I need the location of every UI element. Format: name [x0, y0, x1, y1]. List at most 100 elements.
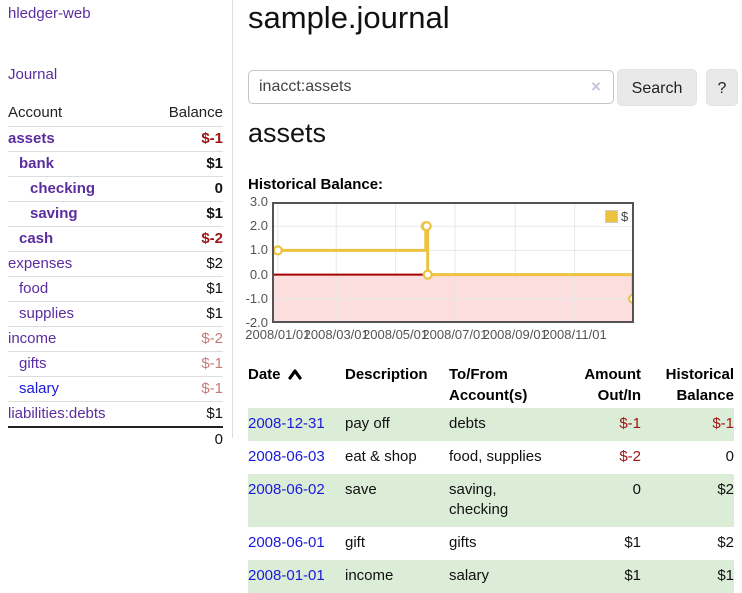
register-accounts: saving, checking [449, 474, 579, 527]
clear-search-icon[interactable]: × [591, 77, 601, 96]
sidebar-account-balance: $-1 [146, 376, 223, 402]
legend-swatch-icon [605, 210, 618, 223]
register-balance: $2 [717, 534, 734, 551]
historical-balance-chart: 3.0 2.0 1.0 0.0 -1.0 -2.0 $2008/01/01 2008/03/0… [242, 194, 646, 348]
sidebar-total-row: 0 [8, 426, 223, 452]
register-date-link[interactable]: 2008-06-01 [248, 534, 325, 551]
x-axis-tick-label: 2008/07/01 [422, 327, 488, 342]
register-date-link[interactable]: 2008-06-02 [248, 481, 325, 498]
register-balance: $2 [641, 474, 734, 527]
register-amount: $1 [624, 534, 641, 551]
account-heading: assets [248, 118, 327, 148]
brand-link[interactable]: hledger-web [8, 5, 91, 22]
y-axis-tick-label: 0.0 [249, 266, 268, 282]
amount-column-header[interactable]: Amount Out/In [584, 366, 641, 404]
register-accounts: gifts [449, 534, 477, 551]
sidebar-account-link[interactable]: salary [19, 380, 60, 397]
register-amount: $-2 [619, 448, 641, 465]
sidebar: hledger-web Journal Account Balance asse… [0, 0, 233, 452]
register-row: 2008-12-31 pay off debts $-1 $-1 [248, 408, 734, 441]
sidebar-account-link[interactable]: expenses [8, 255, 73, 272]
register-row: 2008-01-01 income salary $1 $1 [248, 560, 734, 593]
search-input[interactable] [248, 70, 614, 104]
register-accounts: food, supplies [449, 448, 542, 465]
register-description: save [345, 474, 449, 527]
x-axis-tick-label: 2008/09/01 [482, 327, 548, 342]
register-header-row: Date Description To/From Account(s) Amou… [248, 362, 734, 408]
sidebar-account-row: food $1 [8, 276, 223, 302]
register-date-link[interactable]: 2008-06-03 [248, 448, 325, 465]
main-content: sample.journal × Search ? assets Histori… [245, 0, 738, 593]
chart-title: Historical Balance: [248, 176, 384, 193]
sidebar-account-table: Account Balance assets $-1 bank $1 checking 0… [8, 100, 223, 452]
sort-ascending-icon [287, 369, 302, 380]
chart-plot-area [272, 202, 634, 323]
sidebar-account-link[interactable]: assets [8, 130, 55, 147]
sidebar-account-balance: $-1 [146, 351, 223, 377]
sidebar-account-row: supplies $1 [8, 301, 223, 327]
sidebar-account-row: checking 0 [8, 176, 223, 202]
accounts-column-header[interactable]: To/From Account(s) [449, 366, 528, 404]
y-axis-tick-label: 2.0 [249, 218, 268, 234]
balance-column-header: Balance [168, 104, 223, 121]
register-date-link[interactable]: 2008-12-31 [248, 415, 325, 432]
sidebar-account-row: expenses $2 [8, 251, 223, 277]
sidebar-account-link[interactable]: food [19, 280, 49, 297]
sidebar-account-link[interactable]: supplies [19, 305, 75, 322]
register-description: eat & shop [345, 448, 417, 465]
register-balance: $-1 [641, 408, 734, 441]
date-column-header[interactable]: Date [248, 366, 281, 383]
y-axis-tick-label: -2.0 [245, 315, 268, 330]
x-axis-tick-label: 2008/03/01 [303, 327, 369, 342]
register-description: pay off [345, 408, 449, 441]
account-column-header: Account [8, 104, 63, 121]
chart-legend: $ [602, 207, 632, 226]
sidebar-account-link[interactable]: checking [30, 180, 96, 197]
sidebar-account-row: liabilities:debts $1 [8, 401, 223, 427]
sidebar-account-balance: $2 [146, 251, 223, 277]
register-row: 2008-06-03 eat & shop food, supplies $-2 0 [248, 441, 734, 474]
sidebar-account-row: income $-2 [8, 326, 223, 352]
sidebar-total-balance: 0 [146, 426, 223, 452]
search-form: × Search ? [248, 69, 738, 106]
search-button[interactable]: Search [617, 69, 697, 106]
y-axis-tick-label: -1.0 [245, 290, 268, 306]
sidebar-table-header: Account Balance [8, 100, 223, 127]
register-accounts: salary [449, 560, 579, 593]
register-amount: 0 [579, 474, 641, 527]
sidebar-account-link[interactable]: cash [19, 230, 54, 247]
sidebar-account-row: salary $-1 [8, 376, 223, 402]
register-description: income [345, 560, 449, 593]
sidebar-account-link[interactable]: liabilities:debts [8, 405, 106, 422]
register-amount: $1 [579, 560, 641, 593]
sidebar-account-balance: $1 [146, 201, 223, 227]
register-row: 2008-06-02 save saving, checking 0 $2 [248, 474, 734, 527]
sidebar-account-link[interactable]: saving [30, 205, 78, 222]
register-table: Date Description To/From Account(s) Amou… [248, 362, 734, 593]
sidebar-account-row: gifts $-1 [8, 351, 223, 377]
register-description: gift [345, 534, 366, 551]
y-axis-tick-label: 3.0 [249, 194, 268, 209]
register-balance: $1 [641, 560, 734, 593]
page-title: sample.journal [248, 0, 450, 35]
register-balance: 0 [725, 448, 734, 465]
sidebar-account-balance: $1 [146, 301, 223, 327]
sidebar-account-balance: 0 [146, 176, 223, 202]
sidebar-account-link[interactable]: bank [19, 155, 55, 172]
x-axis-tick-label: 2008/05/01 [363, 327, 429, 342]
sidebar-account-balance: $-1 [146, 126, 223, 152]
sidebar-account-row: assets $-1 [8, 126, 223, 152]
x-axis-tick-label: 2008/11/01 [542, 327, 607, 342]
sidebar-account-balance: $1 [146, 276, 223, 302]
sidebar-account-link[interactable]: gifts [19, 355, 47, 372]
help-button[interactable]: ? [706, 69, 738, 106]
nav-journal-link[interactable]: Journal [8, 66, 58, 83]
legend-label: $ [621, 209, 629, 224]
sidebar-account-row: cash $-2 [8, 226, 223, 252]
balance-column-header-register[interactable]: Historical Balance [665, 366, 734, 404]
register-date-link[interactable]: 2008-01-01 [248, 567, 325, 584]
sidebar-account-row: saving $1 [8, 201, 223, 227]
sidebar-account-link[interactable]: income [8, 330, 57, 347]
y-axis-tick-label: 1.0 [249, 242, 268, 258]
description-column-header[interactable]: Description [345, 366, 428, 383]
